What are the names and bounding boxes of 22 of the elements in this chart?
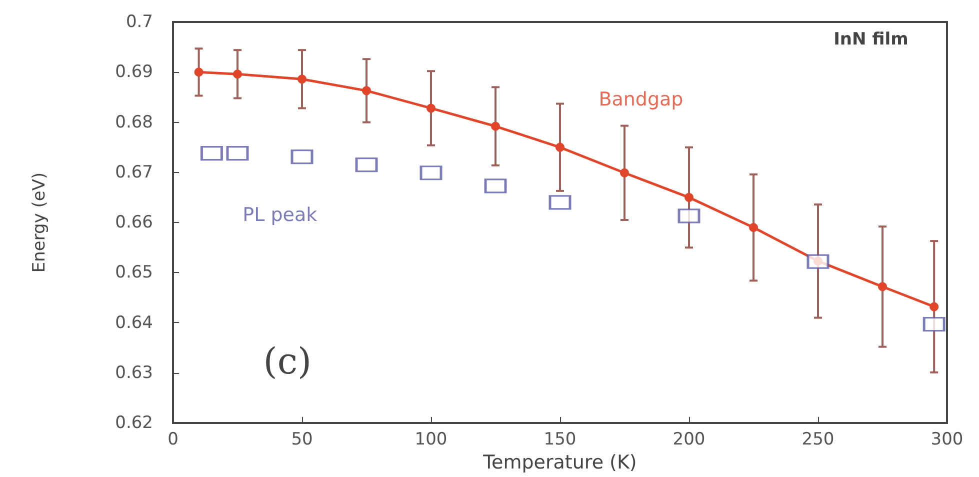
y-axis-title: Energy (eV) (30, 172, 50, 273)
x-tick-label: 50 (291, 430, 313, 450)
text: Bandgap (598, 88, 684, 111)
y-tick-label: 0.69 (115, 62, 153, 82)
annotation: InN film (834, 30, 908, 50)
y-tick-label: 0.67 (115, 162, 153, 182)
x-tick-label: 250 (802, 430, 834, 450)
y-tick-label: 0.65 (115, 262, 153, 283)
y-tick-label: 0.7 (126, 12, 153, 32)
y-tick-label: 0.63 (115, 362, 153, 383)
text: PL peak (242, 204, 318, 226)
x-tick-label: 150 (544, 430, 576, 450)
y-tick-label: 0.68 (115, 112, 153, 132)
x-tick-label: 200 (672, 430, 706, 450)
y-tick-label: 0.66 (115, 212, 153, 232)
annotation: (c) (263, 341, 312, 382)
x-tick-label: 100 (414, 430, 448, 450)
x-axis-title: Temperature (K) (482, 452, 637, 474)
y-tick-label: 0.64 (115, 312, 153, 333)
y-tick-label: 0.62 (115, 413, 153, 433)
x-tick-label: 300 (930, 430, 964, 450)
x-tick-label: 0 (168, 430, 178, 450)
